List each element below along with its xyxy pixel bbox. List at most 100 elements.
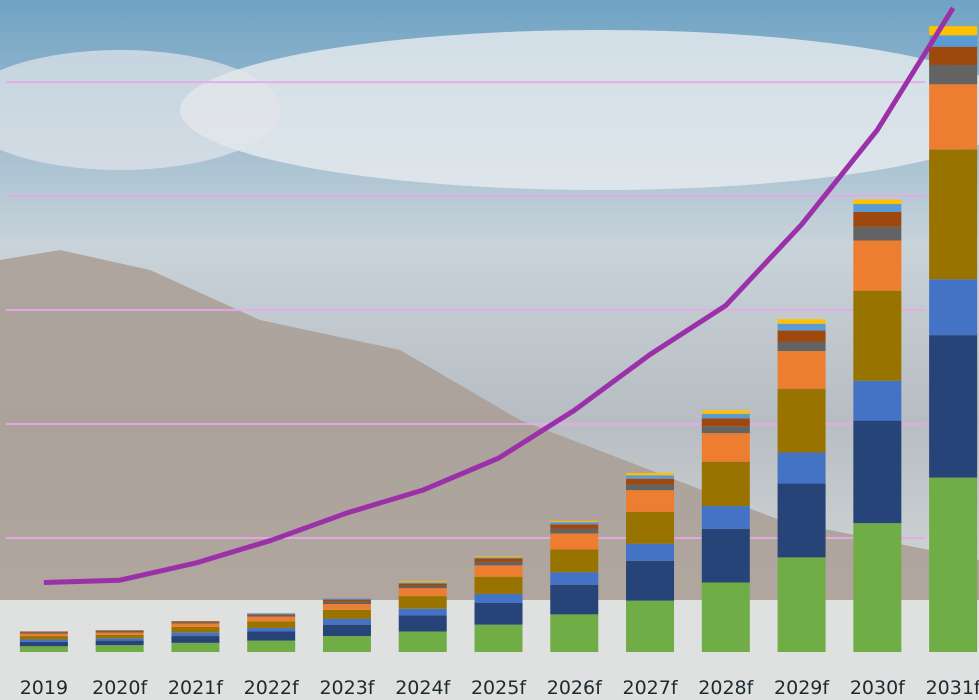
bar-segment (550, 524, 599, 529)
bar-segment (853, 226, 902, 241)
bar-segment (398, 585, 447, 589)
bar-segment (550, 572, 599, 585)
bar-segment (247, 628, 296, 632)
bar-segment (322, 601, 371, 605)
bar-segment (19, 633, 68, 637)
bar-segment (626, 511, 675, 544)
bar-segment (853, 204, 902, 213)
bar-segment (247, 621, 296, 629)
bar-segment (398, 596, 447, 609)
bar-segment (247, 640, 296, 652)
bar-segment (474, 576, 523, 594)
x-tick-label: 2026f (547, 677, 603, 699)
bar-segment (929, 46, 978, 65)
bar-segment (247, 631, 296, 641)
bar-segment (19, 639, 68, 642)
bar-segment (701, 426, 750, 434)
x-tick-label: 2029f (774, 677, 830, 699)
bar-segment (171, 642, 220, 652)
bar-segment (929, 84, 978, 150)
x-tick-label: 2022f (244, 677, 300, 699)
bar-segment (95, 638, 144, 641)
bar-segment (398, 581, 447, 583)
bar-segment (398, 615, 447, 632)
bar-segment (322, 604, 371, 610)
bar-segment (929, 149, 978, 280)
bar-segment (626, 484, 675, 491)
bar-segment (171, 626, 220, 633)
bar-segment (853, 290, 902, 381)
x-tick-label: 2031f (926, 677, 979, 699)
bar-segment (95, 631, 144, 633)
bar-segment (322, 599, 371, 602)
bar-segment (19, 646, 68, 652)
bar-segment (626, 478, 675, 485)
bar-segment (853, 420, 902, 524)
bar-segment (777, 557, 826, 652)
x-tick-label: 2019 (20, 677, 68, 699)
x-tick-label: 2023f (319, 677, 375, 699)
x-tick-label: 2024f (395, 677, 451, 699)
bar-segment (853, 212, 902, 227)
bar-segment (398, 608, 447, 616)
bar-segment (550, 584, 599, 615)
bar-segment (95, 645, 144, 652)
bar-segment (322, 598, 371, 600)
bar-segment (929, 64, 978, 85)
bar-segment (247, 615, 296, 617)
cloud (180, 30, 979, 190)
bar-segment (19, 636, 68, 640)
x-tick-label: 2027f (623, 677, 679, 699)
bar-segment (929, 335, 978, 478)
x-tick-label: 2028f (698, 677, 754, 699)
x-tick-label: 2020f (92, 677, 148, 699)
cloud (0, 50, 280, 170)
bar-segment (550, 528, 599, 534)
bar-segment (853, 199, 902, 205)
bar-segment (929, 279, 978, 336)
bar-segment (701, 418, 750, 427)
bar-segment (777, 388, 826, 453)
bar-segment (474, 557, 523, 559)
bar-segment (474, 561, 523, 566)
bar-segment (322, 636, 371, 652)
bar-segment (171, 623, 220, 627)
trend-line (43, 6, 956, 585)
bar-segment (626, 473, 675, 476)
bar-segment (398, 631, 447, 652)
bar-segment (777, 351, 826, 389)
bar-segment (474, 556, 523, 558)
bar-segment (247, 613, 296, 615)
bar-segment (95, 634, 144, 639)
bar-segment (626, 600, 675, 652)
bar-segment (853, 240, 902, 291)
bar-segment (550, 549, 599, 573)
bar-segment (929, 26, 978, 36)
bar-segment (777, 452, 826, 484)
bar-segment (171, 621, 220, 623)
x-tick-label: 2030f (850, 677, 906, 699)
x-tick-label: 2025f (471, 677, 527, 699)
bar-segment (474, 602, 523, 625)
bar-segment (19, 641, 68, 647)
bar-segment (701, 582, 750, 652)
bar-segment (550, 520, 599, 523)
bar-segment (171, 632, 220, 637)
bar-segment (701, 433, 750, 462)
bar-segment (95, 630, 144, 632)
bar-segment (474, 558, 523, 562)
bar-segment (247, 614, 296, 616)
bar-segment (550, 522, 599, 525)
bar-segment (853, 380, 902, 421)
bar-segment (701, 506, 750, 529)
x-tick-label: 2021f (168, 677, 224, 699)
bar-segment (398, 588, 447, 597)
bar-segment (701, 461, 750, 507)
bar-segment (853, 523, 902, 652)
bar-segment (777, 319, 826, 324)
bar-segment (701, 410, 750, 414)
bar-segment (777, 330, 826, 342)
bar-segment (777, 483, 826, 558)
bar-segment (474, 624, 523, 652)
